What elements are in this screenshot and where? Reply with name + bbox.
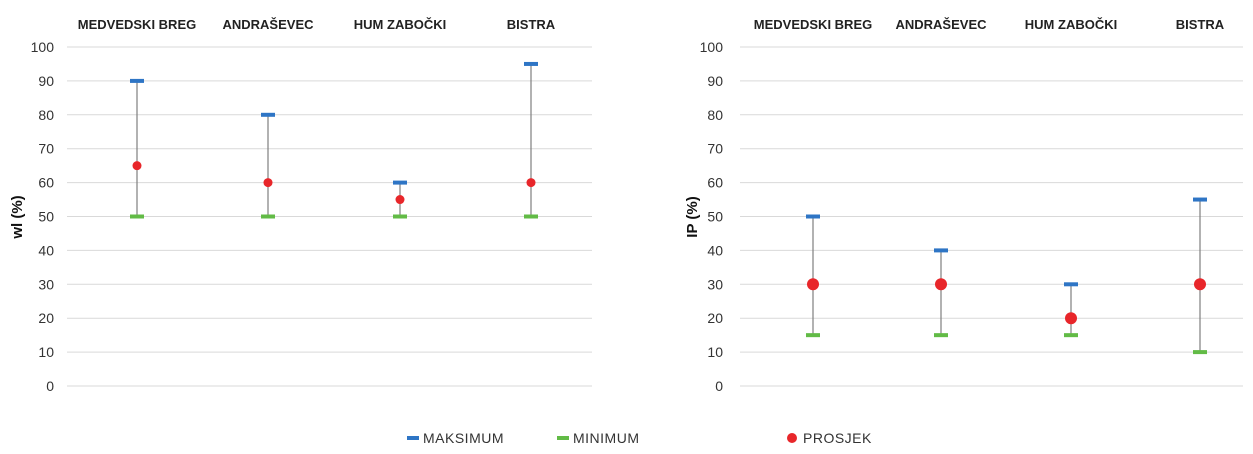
y-tick-label: 60	[38, 175, 54, 191]
category-label: HUM ZABOČKI	[1025, 17, 1117, 32]
maksimum-marker	[1193, 197, 1207, 202]
chart-panel-wl: 0 10 20 30 40 50 60 70 80 90 100 wl (%) MEDVEDSKI BR…	[9, 17, 592, 394]
y-tick-label: 10	[38, 344, 54, 360]
legend-symbol	[787, 433, 797, 443]
y-tick-label: 30	[707, 276, 723, 292]
category-label: MEDVEDSKI BREG	[754, 17, 872, 32]
maksimum-marker	[1064, 282, 1078, 287]
y-axis-title: IP (%)	[684, 196, 701, 237]
y-tick-label: 90	[38, 73, 54, 89]
prosjek-marker	[1065, 312, 1077, 325]
y-tick-label: 80	[707, 107, 723, 123]
y-tick-label: 90	[707, 73, 723, 89]
legend-symbol	[557, 436, 569, 440]
minimum-marker	[261, 214, 275, 219]
minimum-marker	[806, 333, 820, 338]
y-tick-label: 20	[38, 310, 54, 326]
maksimum-marker	[524, 61, 538, 66]
y-tick-label: 0	[715, 378, 723, 394]
legend-symbol	[407, 436, 419, 440]
category-label: BISTRA	[1176, 17, 1225, 32]
maksimum-marker	[261, 112, 275, 117]
minimum-marker	[1064, 333, 1078, 338]
category-label: ANDRAŠEVEC	[222, 17, 314, 32]
y-tick-label: 100	[700, 39, 724, 55]
y-tick-label: 60	[707, 175, 723, 191]
maksimum-marker	[130, 78, 144, 83]
maksimum-marker	[806, 214, 820, 219]
minimum-marker	[934, 333, 948, 338]
y-tick-label: 40	[38, 242, 54, 258]
y-tick-label: 70	[38, 141, 54, 157]
category-label: MEDVEDSKI BREG	[78, 17, 196, 32]
legend-label: MAKSIMUM	[423, 430, 504, 446]
y-tick-label: 100	[31, 39, 55, 55]
category-label: BISTRA	[507, 17, 556, 32]
prosjek-marker	[807, 278, 819, 291]
category-label: HUM ZABOČKI	[354, 17, 446, 32]
y-tick-label: 20	[707, 310, 723, 326]
legend-label: MINIMUM	[573, 430, 640, 446]
chart-panel-ip: 0 10 20 30 40 50 60 70 80 90 100 IP (%) MEDVEDSKI BR…	[684, 17, 1243, 394]
y-tick-label: 30	[38, 276, 54, 292]
legend: MAKSIMUM MINIMUM PROSJEK	[407, 430, 872, 446]
y-tick-label: 50	[707, 209, 723, 225]
y-tick-label: 80	[38, 107, 54, 123]
prosjek-marker	[935, 278, 947, 291]
y-tick-label: 70	[707, 141, 723, 157]
category-label: ANDRAŠEVEC	[895, 17, 987, 32]
prosjek-marker	[132, 161, 142, 171]
legend-label: PROSJEK	[803, 430, 872, 446]
minimum-marker	[1193, 350, 1207, 355]
maksimum-marker	[934, 248, 948, 253]
minimum-marker	[524, 214, 538, 219]
prosjek-marker	[395, 195, 405, 205]
prosjek-marker	[526, 178, 536, 188]
prosjek-marker	[263, 178, 273, 188]
maksimum-marker	[393, 180, 407, 185]
minimum-marker	[393, 214, 407, 219]
y-tick-label: 10	[707, 344, 723, 360]
y-tick-label: 40	[707, 242, 723, 258]
y-axis-title: wl (%)	[9, 195, 26, 239]
minimum-marker	[130, 214, 144, 219]
y-tick-label: 0	[46, 378, 54, 394]
prosjek-marker	[1194, 278, 1206, 291]
y-tick-label: 50	[38, 209, 54, 225]
